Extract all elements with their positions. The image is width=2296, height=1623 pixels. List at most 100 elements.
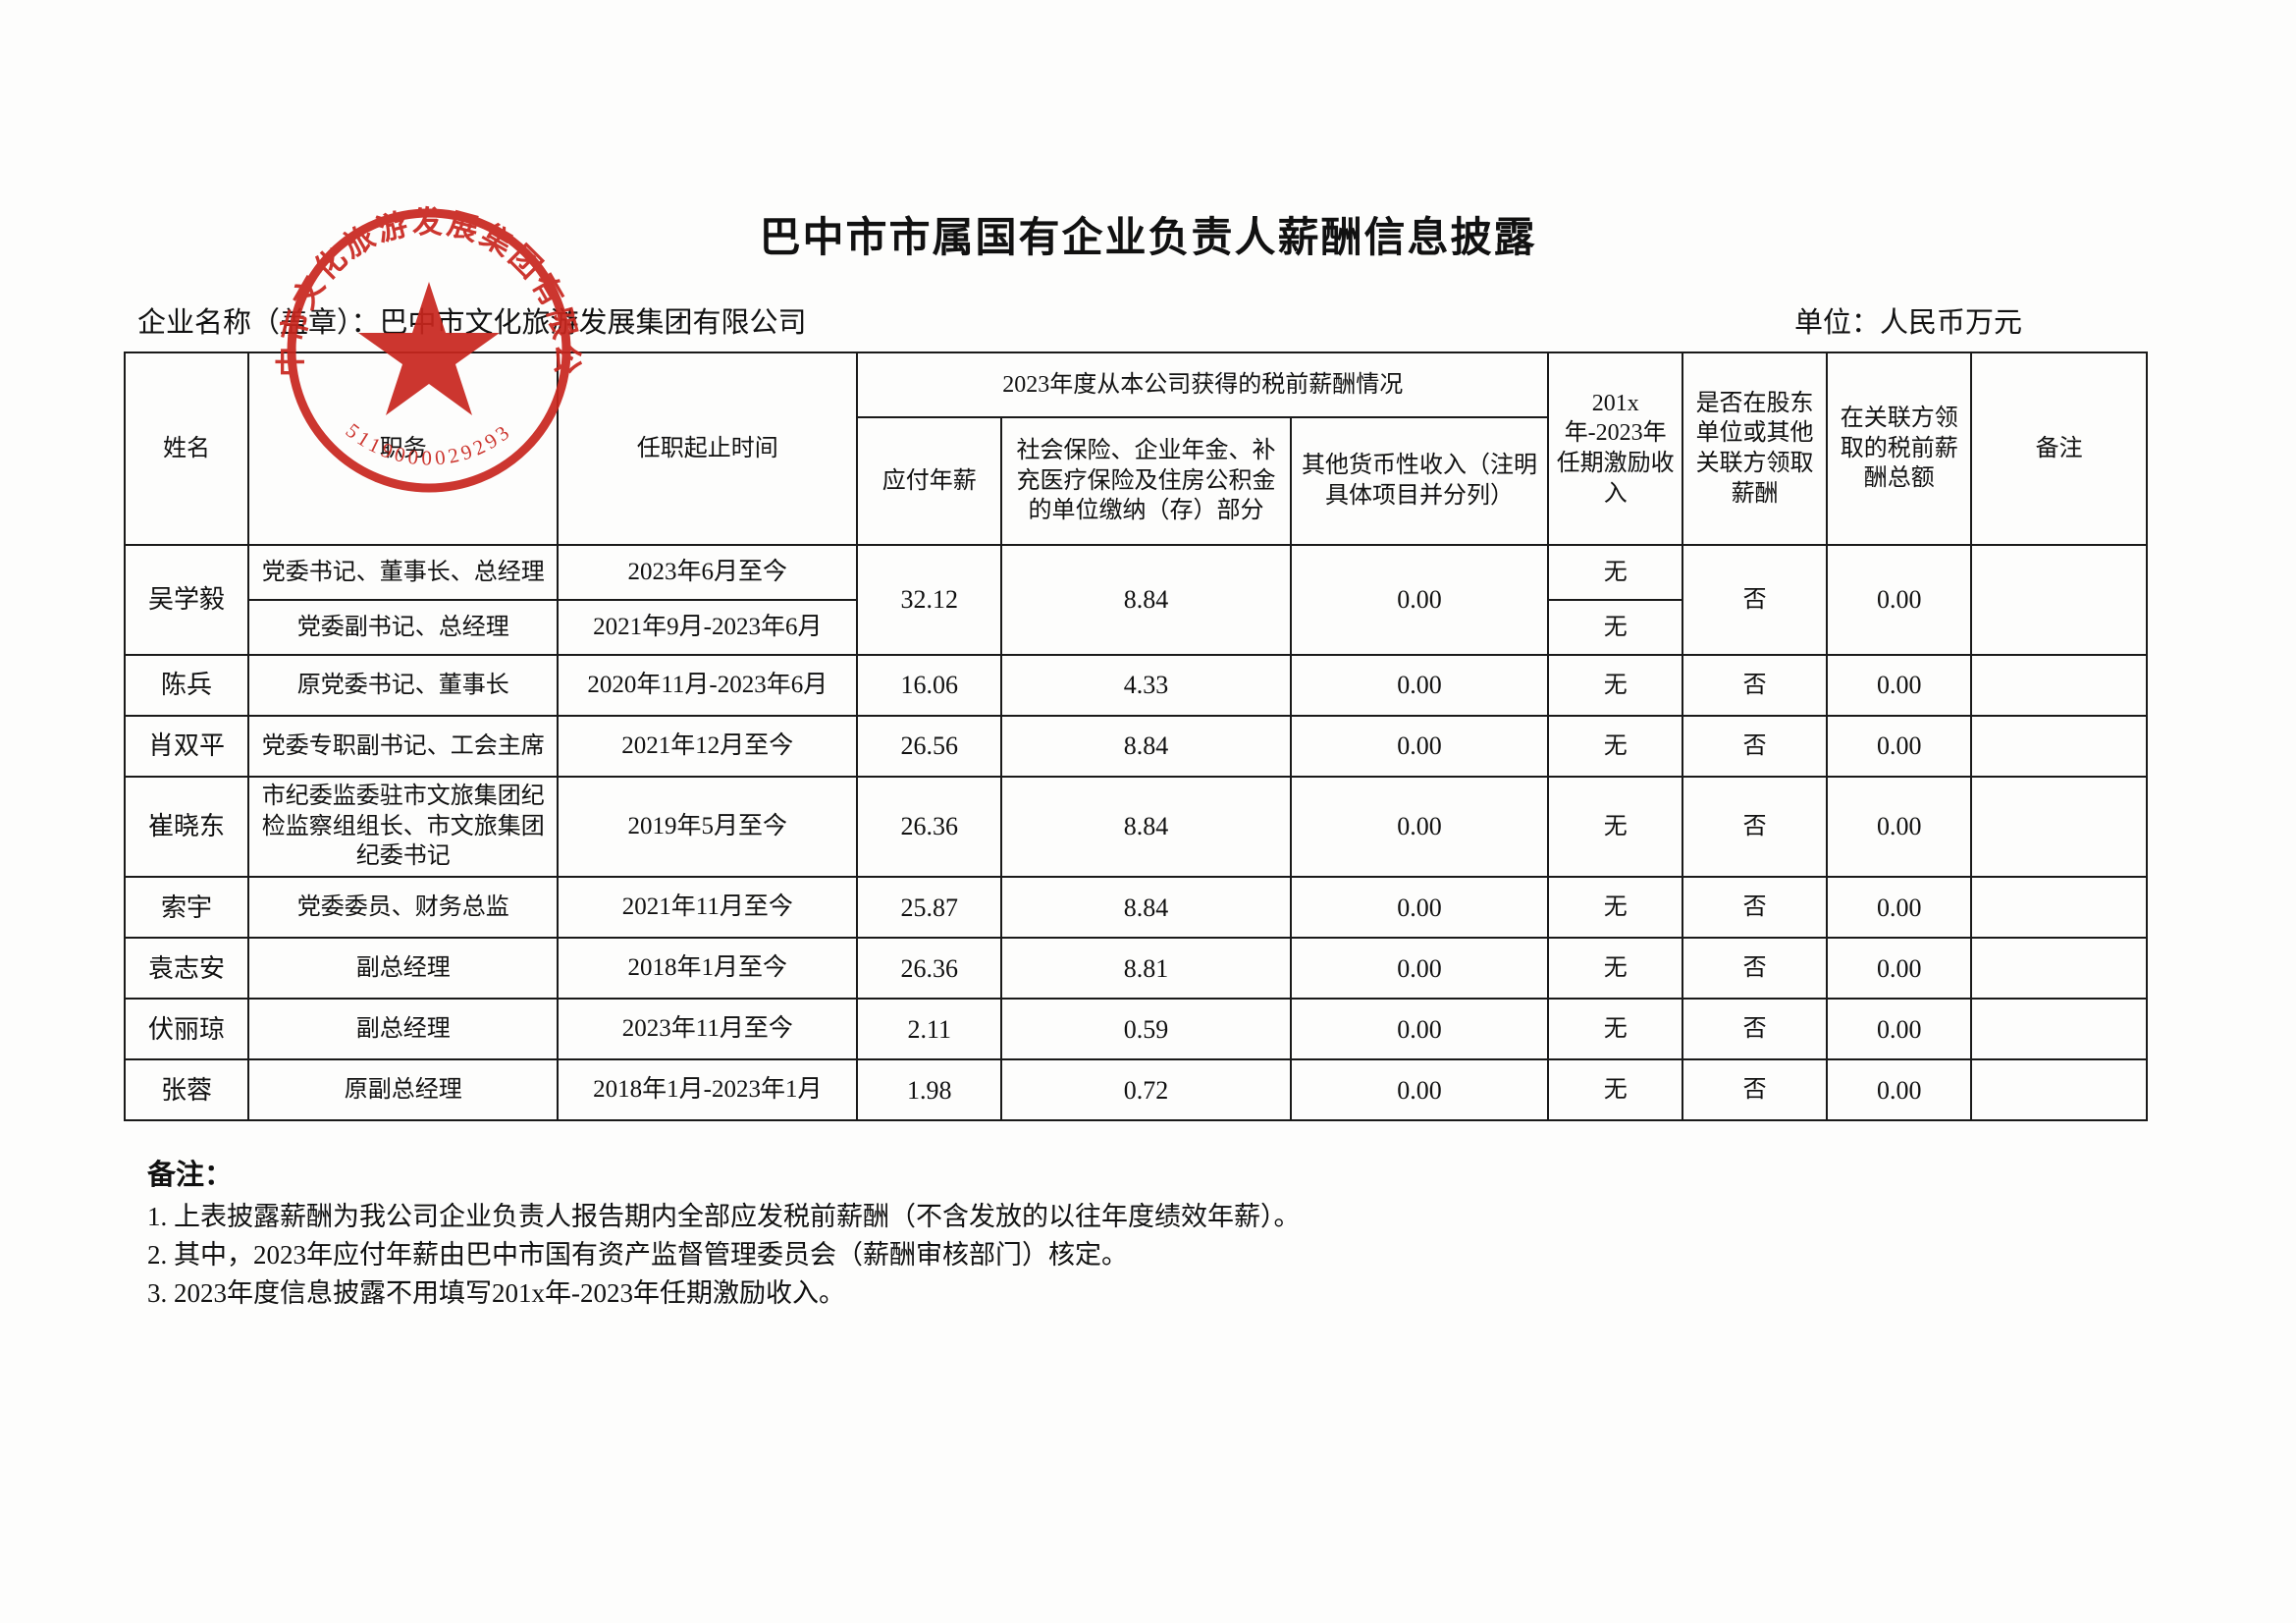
cell-name: 陈兵 (123, 654, 250, 717)
footnote-item-2: 2. 其中，2023年应付年薪由巴中市国有资产监督管理委员会（薪酬审核部门）核定… (147, 1240, 1128, 1271)
header-related-party-total: 在关联方领取的税前薪酬总额 (1826, 352, 1973, 546)
cell-period: 2021年11月至今 (557, 876, 859, 940)
cell-annual-salary: 26.36 (856, 775, 1003, 879)
header-period: 任职起止时间 (557, 352, 859, 546)
table-row: 崔晓东 市纪委监委驻市文旅集团纪检监察组组长、市文旅集团纪委书记 2019年5月… (123, 775, 2148, 879)
cell-tenure-incentive: 无 (1547, 876, 1683, 940)
table-row: 伏丽琼 副总经理 2023年11月至今 2.11 0.59 0.00 无 否 0… (123, 998, 2148, 1061)
cell-social-insurance: 0.59 (1000, 998, 1292, 1061)
cell-related-party-total: 0.00 (1826, 775, 1973, 879)
cell-tenure-incentive: 无 (1547, 715, 1683, 778)
table-row: 索宇 党委委员、财务总监 2021年11月至今 25.87 8.84 0.00 … (123, 876, 2148, 940)
cell-name: 崔晓东 (123, 775, 250, 879)
cell-annual-salary: 2.11 (856, 998, 1003, 1061)
cell-name: 吴学毅 (123, 544, 250, 656)
cell-period: 2018年1月-2023年1月 (557, 1058, 859, 1122)
cell-annual-salary: 1.98 (856, 1058, 1003, 1122)
cell-other-monetary: 0.00 (1289, 775, 1550, 879)
cell-tenure-incentive: 无 (1547, 775, 1683, 879)
table-row: 肖双平 党委专职副书记、工会主席 2021年12月至今 26.56 8.84 0… (123, 715, 2148, 778)
company-name-label: 企业名称（盖章）：巴中市文化旅游发展集团有限公司 (137, 307, 807, 339)
cell-from-shareholder: 否 (1681, 937, 1829, 1001)
cell-period: 2020年11月-2023年6月 (557, 654, 859, 717)
document-meta: 企业名称（盖章）：巴中市文化旅游发展集团有限公司 单位：人民币万元 (137, 299, 2160, 343)
cell-name: 索宇 (123, 876, 250, 940)
cell-related-party-total: 0.00 (1826, 937, 1973, 1001)
cell-related-party-total: 0.00 (1826, 1058, 1973, 1122)
cell-name: 张蓉 (123, 1058, 250, 1122)
cell-tenure-incentive: 无 (1547, 599, 1683, 656)
cell-social-insurance: 0.72 (1000, 1058, 1292, 1122)
cell-annual-salary: 16.06 (856, 654, 1003, 717)
cell-other-monetary: 0.00 (1289, 937, 1550, 1001)
table-row: 张蓉 原副总经理 2018年1月-2023年1月 1.98 0.72 0.00 … (123, 1058, 2148, 1122)
cell-remark (1970, 715, 2148, 778)
cell-name: 伏丽琼 (123, 998, 250, 1061)
cell-tenure-incentive: 无 (1547, 937, 1683, 1001)
cell-social-insurance: 8.84 (1000, 876, 1292, 940)
cell-related-party-total: 0.00 (1826, 998, 1973, 1061)
cell-related-party-total: 0.00 (1826, 654, 1973, 717)
cell-period: 2018年1月至今 (557, 937, 859, 1001)
header-tenure-incentive: 201x年-2023年任期激励收入 (1547, 352, 1683, 546)
cell-from-shareholder: 否 (1681, 654, 1829, 717)
cell-annual-salary: 26.56 (856, 715, 1003, 778)
footnote-item-3: 3. 2023年度信息披露不用填写201x年-2023年任期激励收入。 (147, 1278, 845, 1309)
cell-post: 副总经理 (247, 937, 560, 1001)
currency-unit-label: 单位：人民币万元 (1793, 307, 2022, 339)
cell-post: 原副总经理 (247, 1058, 560, 1122)
header-remark: 备注 (1970, 352, 2148, 546)
cell-from-shareholder: 否 (1681, 1058, 1829, 1122)
header-group-pretax: 2023年度从本公司获得的税前薪酬情况 (856, 352, 1550, 418)
cell-post: 党委书记、董事长、总经理 (247, 544, 560, 601)
cell-post: 原党委书记、董事长 (247, 654, 560, 717)
cell-annual-salary: 32.12 (856, 544, 1003, 656)
header-from-shareholder: 是否在股东单位或其他关联方领取薪酬 (1681, 352, 1829, 546)
cell-period: 2021年12月至今 (557, 715, 859, 778)
cell-other-monetary: 0.00 (1289, 544, 1550, 656)
cell-other-monetary: 0.00 (1289, 998, 1550, 1061)
header-annual-salary: 应付年薪 (856, 416, 1003, 546)
cell-social-insurance: 4.33 (1000, 654, 1292, 717)
cell-social-insurance: 8.81 (1000, 937, 1292, 1001)
table-header-row-1: 姓名 职务 任职起止时间 2023年度从本公司获得的税前薪酬情况 201x年-2… (123, 352, 2148, 546)
cell-social-insurance: 8.84 (1000, 544, 1292, 656)
cell-remark (1970, 998, 2148, 1061)
cell-period: 2021年9月-2023年6月 (557, 599, 859, 656)
footnote-item-1: 1. 上表披露薪酬为我公司企业负责人报告期内全部应发税前薪酬（不含发放的以往年度… (147, 1202, 1301, 1232)
cell-related-party-total: 0.00 (1826, 544, 1973, 656)
cell-remark (1970, 544, 2148, 656)
table-row: 党委副书记、总经理 2021年9月-2023年6月 无 (125, 599, 2147, 656)
cell-period: 2023年11月至今 (557, 998, 859, 1061)
cell-from-shareholder: 否 (1681, 715, 1829, 778)
cell-annual-salary: 25.87 (856, 876, 1003, 940)
page-title: 巴中市市属国有企业负责人薪酬信息披露 (759, 216, 1537, 261)
salary-disclosure-table: 姓名 职务 任职起止时间 2023年度从本公司获得的税前薪酬情况 201x年-2… (123, 352, 2148, 1122)
cell-remark (1970, 654, 2148, 717)
cell-remark (1970, 1058, 2148, 1122)
cell-other-monetary: 0.00 (1289, 654, 1550, 717)
cell-tenure-incentive: 无 (1547, 1058, 1683, 1122)
cell-period: 2023年6月至今 (557, 544, 859, 601)
table-row: 吴学毅 党委书记、董事长、总经理 2023年6月至今 32.12 8.84 0.… (123, 544, 2148, 656)
cell-remark (1970, 775, 2148, 879)
cell-tenure-incentive: 无 (1547, 544, 1683, 601)
cell-annual-salary: 26.36 (856, 937, 1003, 1001)
cell-related-party-total: 0.00 (1826, 876, 1973, 940)
cell-social-insurance: 8.84 (1000, 715, 1292, 778)
cell-post: 市纪委监委驻市文旅集团纪检监察组组长、市文旅集团纪委书记 (247, 775, 560, 879)
table-header-row-2: 应付年薪 社会保险、企业年金、补充医疗保险及住房公积金的单位缴纳（存）部分 其他… (125, 416, 2147, 546)
header-social-insurance: 社会保险、企业年金、补充医疗保险及住房公积金的单位缴纳（存）部分 (1000, 416, 1292, 546)
cell-post: 副总经理 (247, 998, 560, 1061)
cell-other-monetary: 0.00 (1289, 1058, 1550, 1122)
cell-other-monetary: 0.00 (1289, 715, 1550, 778)
cell-other-monetary: 0.00 (1289, 876, 1550, 940)
header-post: 职务 (247, 352, 560, 546)
cell-remark (1970, 876, 2148, 940)
cell-name: 袁志安 (123, 937, 250, 1001)
header-other-monetary: 其他货币性收入（注明具体项目并分列） (1289, 416, 1550, 546)
cell-from-shareholder: 否 (1681, 998, 1829, 1061)
cell-from-shareholder: 否 (1681, 775, 1829, 879)
table-row: 袁志安 副总经理 2018年1月至今 26.36 8.81 0.00 无 否 0… (123, 937, 2148, 1001)
